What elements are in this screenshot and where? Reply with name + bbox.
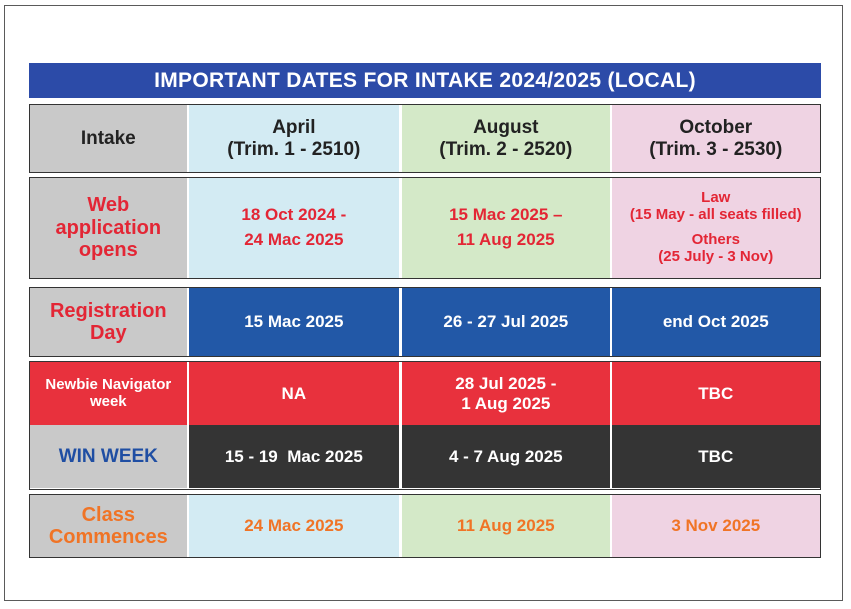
class-commences-april-cell: 24 Mac 2025 [188,495,400,557]
web-application-april-end: 24 Mac 2025 [244,230,344,249]
win-week-august-date: 4 - 7 Aug 2025 [448,446,563,466]
registration-label-line1: Registration [49,299,167,322]
class-commences-label-cell: Class Commences [30,495,187,557]
august-trimester: (Trim. 2 - 2520) [439,138,573,160]
win-week-label: WIN WEEK [58,445,158,467]
web-application-label-line3: opens [78,239,138,262]
class-commences-april-date: 24 Mac 2025 [244,516,344,536]
web-application-law-title: Law [701,189,731,207]
registration-october-date: end Oct 2025 [662,312,769,332]
win-week-row: WIN WEEK 15 - 19 Mac 2025 4 - 7 Aug 2025… [30,425,820,488]
october-trimester: (Trim. 3 - 2530) [649,138,783,160]
registration-row: Registration Day 15 Mac 2025 26 - 27 Jul… [29,287,821,357]
registration-label-line2: Day [89,322,127,344]
win-week-label-cell: WIN WEEK [30,425,187,488]
web-application-label-line1: Web [87,194,130,217]
web-application-april-cell: 18 Oct 2024 - 24 Mac 2025 [188,178,400,278]
class-commences-august-date: 11 Aug 2025 [456,516,555,536]
class-commences-august-cell: 11 Aug 2025 [402,495,610,557]
web-application-label-cell: Web application opens [30,178,187,278]
intake-label: Intake [80,127,136,149]
october-month: October [679,117,753,139]
newbie-label-line2: week [89,392,127,410]
newbie-august-start: 28 Jul 2025 - [455,374,557,394]
web-application-others-detail: (25 July - 3 Nov) [658,247,774,265]
web-application-april-start: 18 Oct 2024 - [241,205,347,225]
registration-april-date: 15 Mac 2025 [244,312,344,332]
class-commences-october-cell: 3 Nov 2025 [611,495,820,557]
newbie-august-cell: 28 Jul 2025 - 1 Aug 2025 [402,362,610,425]
registration-label-cell: Registration Day [30,288,187,356]
newbie-august-end: 1 Aug 2025 [461,393,551,413]
newbie-april-date: NA [281,383,307,403]
registration-october-cell: end Oct 2025 [611,288,820,356]
win-week-april-cell: 15 - 19 Mac 2025 [188,425,400,488]
win-week-october-date: TBC [698,446,734,466]
win-week-august-cell: 4 - 7 Aug 2025 [402,425,610,488]
april-header-cell: April (Trim. 1 - 2510) [188,105,400,172]
web-application-august-cell: 15 Mac 2025 – 11 Aug 2025 [402,178,610,278]
header-row: Intake April (Trim. 1 - 2510) August (Tr… [29,104,821,173]
registration-august-date: 26 - 27 Jul 2025 [443,312,569,332]
newbie-label-cell: Newbie Navigator week [30,362,187,425]
newbie-label-line1: Newbie Navigator [45,375,172,393]
page-frame [4,5,843,601]
intake-label-cell: Intake [30,105,187,172]
web-application-others-title: Others [691,231,740,248]
class-commences-row: Class Commences 24 Mac 2025 11 Aug 2025 … [29,494,821,558]
web-application-august-start: 15 Mac 2025 – [449,205,563,225]
orientation-block: Newbie Navigator week NA 28 Jul 2025 - 1… [29,361,821,490]
win-week-april-date: 15 - 19 Mac 2025 [224,446,363,466]
class-commences-october-date: 3 Nov 2025 [671,516,761,536]
web-application-label-line2: application [55,216,162,239]
registration-august-cell: 26 - 27 Jul 2025 [402,288,610,356]
web-application-october-cell: Law (15 May - all seats filled) Others (… [611,178,820,278]
win-week-october-cell: TBC [611,425,820,488]
class-commences-label-line1: Class [81,503,135,526]
october-header-cell: October (Trim. 3 - 2530) [611,105,820,172]
april-month: April [272,117,316,139]
newbie-october-cell: TBC [611,362,820,425]
august-month: August [473,117,539,139]
web-application-law-detail: (15 May - all seats filled) [629,206,802,224]
page-title: IMPORTANT DATES FOR INTAKE 2024/2025 (LO… [29,63,821,98]
newbie-october-date: TBC [698,383,734,403]
web-application-row: Web application opens 18 Oct 2024 - 24 M… [29,177,821,279]
registration-april-cell: 15 Mac 2025 [188,288,400,356]
august-header-cell: August (Trim. 2 - 2520) [402,105,610,172]
newbie-april-cell: NA [188,362,400,425]
class-commences-label-line2: Commences [48,526,168,548]
web-application-august-end: 11 Aug 2025 [456,230,555,249]
newbie-row: Newbie Navigator week NA 28 Jul 2025 - 1… [30,362,820,425]
april-trimester: (Trim. 1 - 2510) [227,138,361,160]
